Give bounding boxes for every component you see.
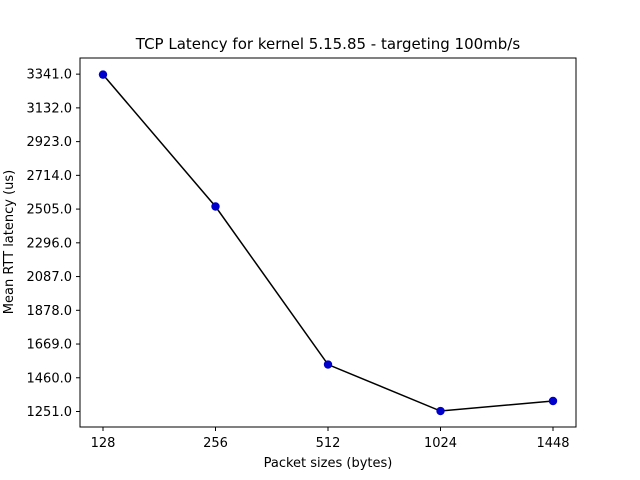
x-axis: 128 256 512 1024 1448 — [91, 427, 570, 451]
data-point — [323, 360, 333, 369]
y-tick-label: 1251.0 — [27, 405, 73, 420]
y-tick-label: 2087.0 — [27, 270, 73, 285]
x-tick-label: 512 — [316, 436, 341, 451]
x-tick-label: 128 — [91, 436, 116, 451]
chart-title: TCP Latency for kernel 5.15.85 - targeti… — [135, 35, 521, 53]
y-tick-label: 1878.0 — [27, 304, 73, 319]
x-tick-label: 1448 — [536, 436, 569, 451]
y-tick-label: 2923.0 — [27, 135, 73, 150]
data-point — [436, 406, 445, 416]
series-layer — [98, 70, 558, 416]
data-point — [548, 396, 558, 406]
x-axis-label: Packet sizes (bytes) — [264, 456, 393, 471]
y-tick-label: 1460.0 — [27, 371, 73, 386]
data-point — [211, 202, 220, 211]
x-tick-label: 256 — [203, 436, 228, 451]
y-tick-label: 2296.0 — [27, 236, 73, 251]
y-axis: 1251.0 1460.0 1669.0 1878.0 2087.0 2296.0 2505… — [27, 68, 80, 420]
y-tick-label: 3341.0 — [27, 68, 73, 83]
y-axis-label: Mean RTT latency (us) — [2, 170, 17, 314]
y-tick-label: 1669.0 — [27, 338, 73, 353]
x-tick-label: 1024 — [424, 436, 457, 451]
y-tick-label: 3132.0 — [27, 101, 73, 116]
y-tick-label: 2505.0 — [27, 203, 73, 218]
data-point — [98, 70, 108, 79]
y-tick-label: 2714.0 — [27, 169, 73, 184]
